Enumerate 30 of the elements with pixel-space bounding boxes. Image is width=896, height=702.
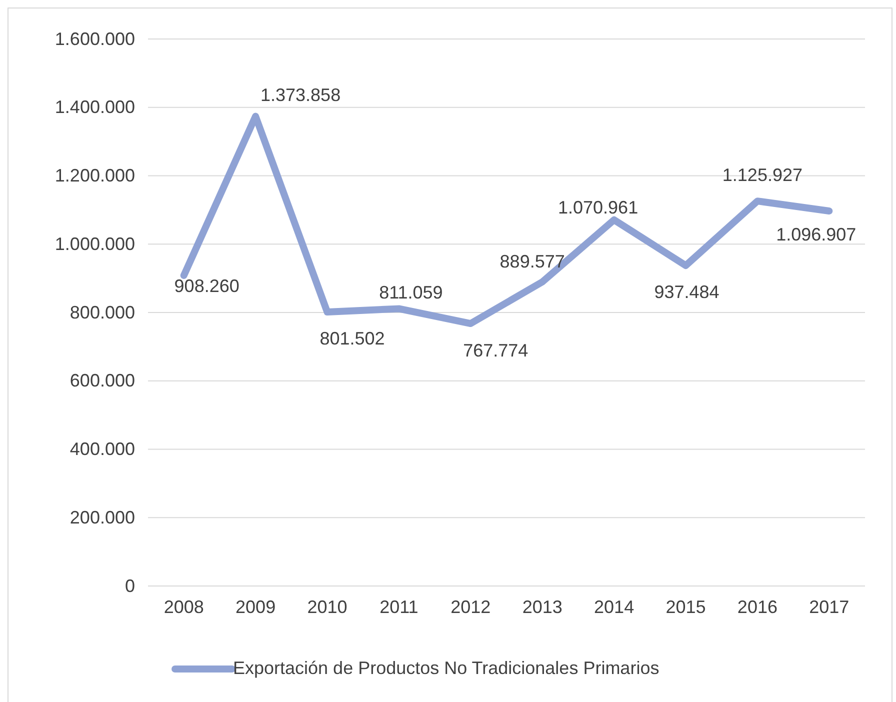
y-tick-label: 1.600.000: [54, 28, 135, 49]
data-label: 811.059: [379, 282, 443, 302]
y-tick-label: 0: [124, 576, 135, 596]
x-tick-label: 2011: [380, 596, 418, 617]
y-tick-label: 1.000.000: [54, 234, 135, 254]
data-label: 1.096.907: [776, 224, 856, 245]
y-tick-label: 600.000: [70, 370, 135, 391]
x-tick-label: 2016: [737, 596, 778, 617]
x-tick-label: 2013: [522, 596, 562, 617]
data-label: 1.125.927: [722, 164, 802, 185]
x-tick-label: 2017: [809, 596, 850, 617]
x-tick-label: 2010: [307, 596, 348, 617]
y-tick-label: 1.200.000: [54, 166, 135, 186]
data-label: 767.774: [463, 340, 528, 360]
data-label: 801.502: [320, 328, 385, 349]
x-tick-label: 2014: [594, 596, 634, 617]
y-tick-label: 800.000: [70, 302, 135, 322]
y-tick-label: 1.400.000: [54, 97, 135, 118]
y-tick-label: 200.000: [70, 507, 135, 528]
x-tick-label: 2008: [164, 596, 204, 617]
x-tick-label: 2009: [236, 596, 276, 617]
data-label: 1.373.858: [260, 85, 341, 106]
data-label: 889.577: [500, 252, 565, 272]
y-tick-label: 400.000: [70, 439, 135, 460]
x-tick-label: 2012: [450, 596, 491, 617]
data-label: 1.070.961: [558, 198, 638, 218]
data-label: 908.260: [174, 276, 240, 296]
x-tick-label: 2015: [666, 596, 706, 617]
data-label: 937.484: [654, 282, 720, 302]
legend-label: Exportación de Productos No Tradicionales Primarios: [233, 658, 660, 678]
